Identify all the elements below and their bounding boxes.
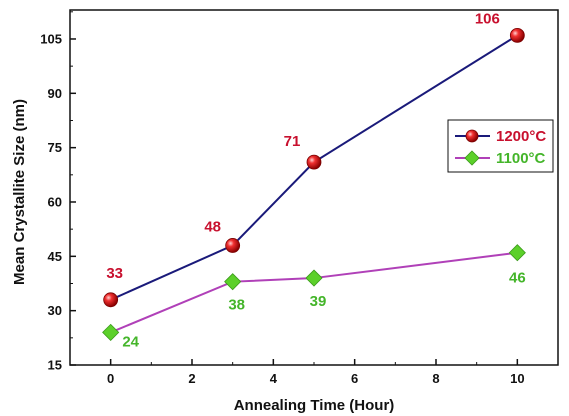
data-point [508, 244, 526, 262]
x-axis-title: Annealing Time (Hour) [234, 397, 395, 414]
legend: 1200°C 1100°C [447, 119, 554, 173]
series-1: 33 48 71 106 [103, 10, 525, 308]
data-label: 24 [122, 333, 139, 350]
data-label: 38 [228, 297, 245, 314]
legend-label: 1200°C [496, 128, 546, 145]
legend-marker [465, 129, 479, 143]
y-tick-label: 30 [48, 303, 62, 318]
series-layer: 33 48 71 106 24 38 39 46 [102, 10, 526, 350]
data-point [306, 154, 322, 170]
data-label: 48 [204, 218, 221, 235]
data-point [103, 292, 119, 308]
data-label: 71 [284, 133, 301, 150]
data-point [102, 323, 120, 341]
y-tick-label: 105 [40, 31, 62, 46]
legend-marker [464, 150, 480, 166]
x-tick-label: 8 [432, 371, 439, 386]
x-tick-label: 0 [107, 371, 114, 386]
data-point [225, 238, 241, 253]
data-label: 46 [509, 270, 526, 287]
legend-item-1: 1200°C [455, 128, 546, 145]
data-point [224, 273, 242, 291]
y-axis-title: Mean Crystallite Size (nm) [11, 99, 28, 285]
plot-frame [69, 9, 559, 366]
data-point [305, 269, 323, 287]
x-tick-label: 6 [351, 371, 358, 386]
x-tick-label: 4 [270, 371, 278, 386]
y-tick-label: 60 [48, 194, 62, 209]
y-tick-label: 90 [48, 86, 62, 101]
x-tick-label: 2 [188, 371, 195, 386]
y-tick-label: 45 [48, 249, 62, 264]
legend-item-2: 1100°C [455, 150, 546, 167]
data-label: 106 [475, 10, 500, 27]
legend-label: 1100°C [496, 150, 546, 167]
y-tick-label: 75 [48, 140, 62, 155]
data-label: 33 [106, 265, 123, 282]
data-label: 39 [310, 293, 327, 310]
series-line [110, 251, 518, 334]
x-tick-label: 10 [510, 371, 524, 386]
series-line [110, 34, 518, 301]
legend-box [447, 119, 554, 173]
data-point [509, 27, 525, 43]
y-tick-label: 15 [48, 358, 62, 373]
series-2: 24 38 39 46 [102, 244, 526, 350]
